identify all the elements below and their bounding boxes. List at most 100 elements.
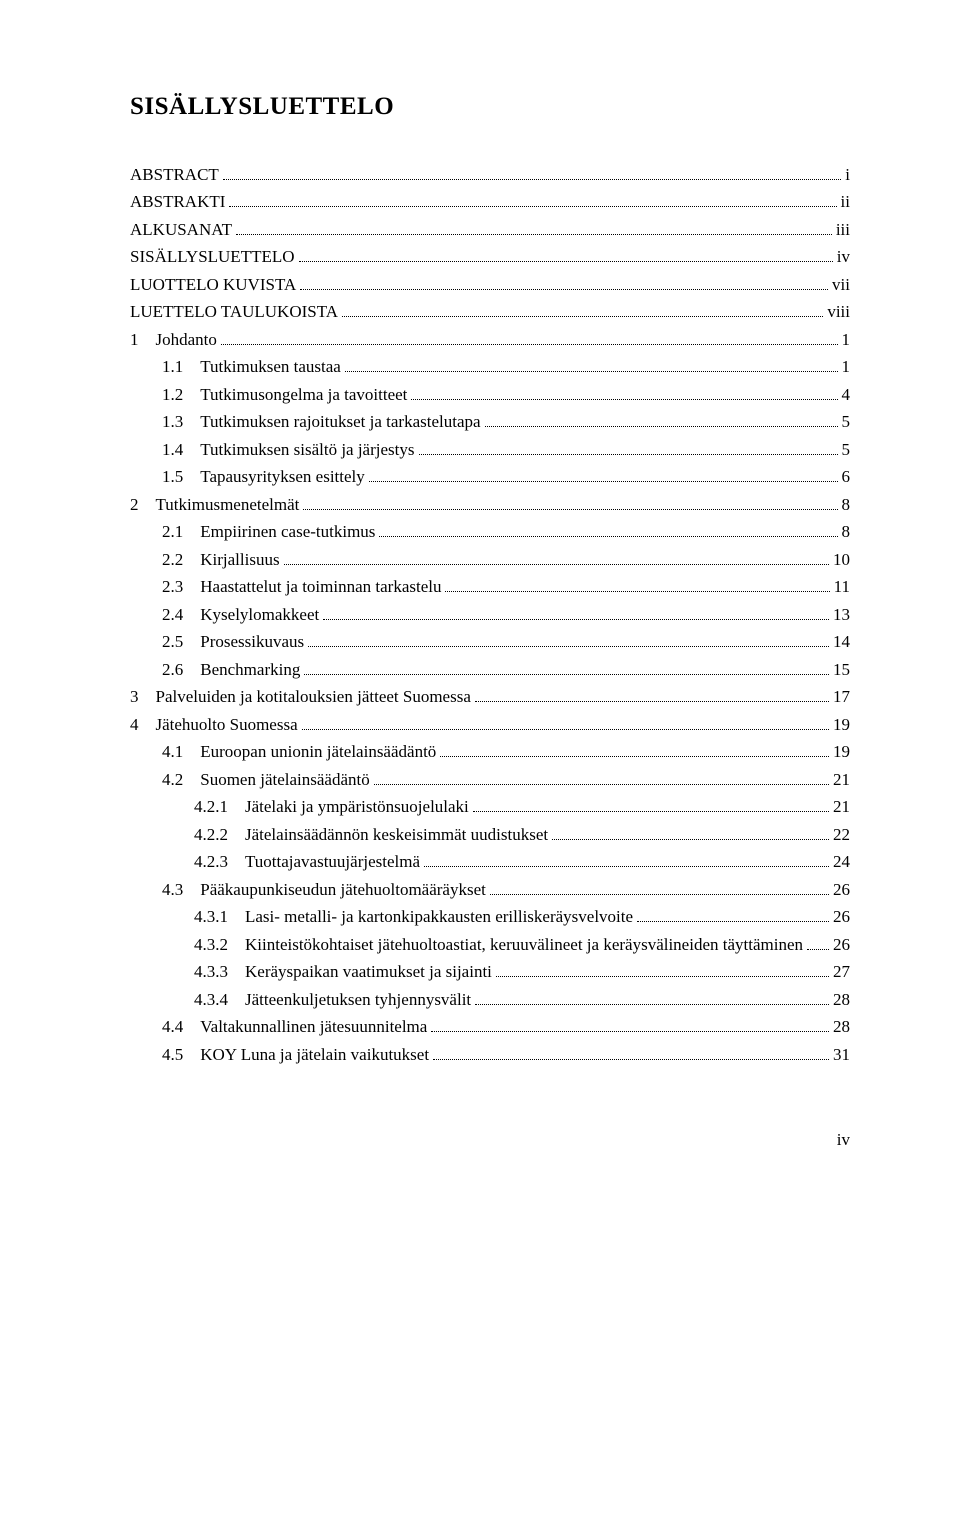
- toc-label: 1.1 Tutkimuksen taustaa: [162, 354, 341, 380]
- toc-entry: 4 Jätehuolto Suomessa19: [130, 712, 850, 738]
- toc-label: 2.3 Haastattelut ja toiminnan tarkastelu: [162, 574, 441, 600]
- toc-label: 3 Palveluiden ja kotitalouksien jätteet …: [130, 684, 471, 710]
- toc-entry: 4.2.3 Tuottajavastuujärjestelmä 24: [194, 849, 850, 875]
- toc-label: 1.2 Tutkimusongelma ja tavoitteet: [162, 382, 407, 408]
- toc-page: 11: [834, 574, 850, 600]
- toc-page: ii: [841, 189, 850, 215]
- toc-entry: 4.2.2 Jätelainsäädännön keskeisimmät uud…: [194, 822, 850, 848]
- toc-entry: 2.3 Haastattelut ja toiminnan tarkastelu…: [162, 574, 850, 600]
- toc-label: 1.4 Tutkimuksen sisältö ja järjestys: [162, 437, 415, 463]
- toc-dot-leader: [304, 659, 829, 674]
- toc-dot-leader: [299, 247, 833, 262]
- toc-page: 19: [833, 739, 850, 765]
- toc-label: 4.1 Euroopan unionin jätelainsäädäntö: [162, 739, 436, 765]
- toc-entry: LUETTELO TAULUKOISTA viii: [130, 299, 850, 325]
- toc-label: LUOTTELO KUVISTA: [130, 272, 296, 298]
- toc-dot-leader: [284, 549, 829, 564]
- toc-entry: ALKUSANATiii: [130, 217, 850, 243]
- toc-dot-leader: [374, 769, 829, 784]
- toc-dot-leader: [475, 989, 829, 1004]
- toc-page: 1: [842, 354, 851, 380]
- toc-entry: 2.1 Empiirinen case-tutkimus 8: [162, 519, 850, 545]
- toc-label: 2.1 Empiirinen case-tutkimus: [162, 519, 375, 545]
- toc-dot-leader: [308, 632, 829, 647]
- toc-label: 4.2.1 Jätelaki ja ympäristönsuojelulaki: [194, 794, 469, 820]
- toc-page: 5: [842, 409, 851, 435]
- toc-label: 4.4 Valtakunnallinen jätesuunnitelma: [162, 1014, 427, 1040]
- toc-dot-leader: [552, 824, 829, 839]
- toc-entry: 2.6 Benchmarking 15: [162, 657, 850, 683]
- toc-entry: 1.1 Tutkimuksen taustaa 1: [162, 354, 850, 380]
- toc-entry: 4.2 Suomen jätelainsäädäntö21: [162, 767, 850, 793]
- toc-dot-leader: [236, 219, 832, 234]
- toc-entry: 2 Tutkimusmenetelmät8: [130, 492, 850, 518]
- toc-page: 21: [833, 794, 850, 820]
- toc-page: 31: [833, 1042, 850, 1068]
- toc-page: 28: [833, 987, 850, 1013]
- toc-dot-leader: [342, 302, 823, 317]
- toc-page: 14: [833, 629, 850, 655]
- toc-page: viii: [827, 299, 850, 325]
- toc-entry: 4.1 Euroopan unionin jätelainsäädäntö 19: [162, 739, 850, 765]
- toc-entry: 3 Palveluiden ja kotitalouksien jätteet …: [130, 684, 850, 710]
- toc-page: 6: [842, 464, 851, 490]
- toc-page: 13: [833, 602, 850, 628]
- toc-label: ABSTRAKTI: [130, 189, 225, 215]
- toc-entry: 1 Johdanto1: [130, 327, 850, 353]
- toc-label: 2.6 Benchmarking: [162, 657, 300, 683]
- toc-dot-leader: [475, 687, 829, 702]
- toc-page: iv: [837, 244, 850, 270]
- toc-label: 4.3.3 Keräyspaikan vaatimukset ja sijain…: [194, 959, 492, 985]
- toc-dot-leader: [345, 357, 838, 372]
- toc-dot-leader: [490, 879, 829, 894]
- toc-dot-leader: [637, 907, 829, 922]
- toc-page: i: [845, 162, 850, 188]
- toc-entry: ABSTRAKTI ii: [130, 189, 850, 215]
- toc-page: 28: [833, 1014, 850, 1040]
- toc-page: 8: [842, 492, 851, 518]
- toc-label: 4.2.2 Jätelainsäädännön keskeisimmät uud…: [194, 822, 548, 848]
- toc-label: 4.5 KOY Luna ja jätelain vaikutukset: [162, 1042, 429, 1068]
- toc-dot-leader: [221, 329, 838, 344]
- toc-label: LUETTELO TAULUKOISTA: [130, 299, 338, 325]
- toc-page: 10: [833, 547, 850, 573]
- footer-page-number: iv: [130, 1127, 850, 1153]
- toc-label: 2.5 Prosessikuvaus: [162, 629, 304, 655]
- toc-page: 8: [842, 519, 851, 545]
- toc-dot-leader: [445, 577, 829, 592]
- toc-entry: 4.3.1 Lasi- metalli- ja kartonkipakkaust…: [194, 904, 850, 930]
- toc-label: 1.3 Tutkimuksen rajoitukset ja tarkastel…: [162, 409, 481, 435]
- toc-dot-leader: [379, 522, 837, 537]
- toc-dot-leader: [323, 604, 829, 619]
- toc-page: 21: [833, 767, 850, 793]
- toc-label: 4.3 Pääkaupunkiseudun jätehuoltomääräyks…: [162, 877, 486, 903]
- toc-dot-leader: [485, 412, 838, 427]
- toc-dot-leader: [440, 742, 829, 757]
- toc-dot-leader: [473, 797, 829, 812]
- toc-page: 26: [833, 932, 850, 958]
- toc-dot-leader: [431, 1017, 829, 1032]
- toc-entry: LUOTTELO KUVISTAvii: [130, 272, 850, 298]
- toc-label: ABSTRACT: [130, 162, 219, 188]
- toc-entry: 1.5 Tapausyrityksen esittely6: [162, 464, 850, 490]
- toc-entry: 4.3.3 Keräyspaikan vaatimukset ja sijain…: [194, 959, 850, 985]
- toc-dot-leader: [229, 192, 836, 207]
- toc-page: 22: [833, 822, 850, 848]
- toc-label: 2.2 Kirjallisuus: [162, 547, 280, 573]
- toc-entry: 4.3 Pääkaupunkiseudun jätehuoltomääräyks…: [162, 877, 850, 903]
- toc-entry: SISÄLLYSLUETTELO iv: [130, 244, 850, 270]
- toc-page: iii: [836, 217, 850, 243]
- toc-entry: 4.3.4 Jätteenkuljetuksen tyhjennysvälit2…: [194, 987, 850, 1013]
- toc-page: 15: [833, 657, 850, 683]
- toc-dot-leader: [302, 714, 829, 729]
- toc-page: 24: [833, 849, 850, 875]
- toc-page: 19: [833, 712, 850, 738]
- toc-dot-leader: [369, 467, 838, 482]
- toc-page: 26: [833, 877, 850, 903]
- toc-dot-leader: [433, 1044, 829, 1059]
- toc-label: 4.2.3 Tuottajavastuujärjestelmä: [194, 849, 420, 875]
- toc-label: 4.3.2 Kiinteistökohtaiset jätehuoltoasti…: [194, 932, 803, 958]
- toc-dot-leader: [223, 164, 841, 179]
- toc-label: SISÄLLYSLUETTELO: [130, 244, 295, 270]
- toc-page: 5: [842, 437, 851, 463]
